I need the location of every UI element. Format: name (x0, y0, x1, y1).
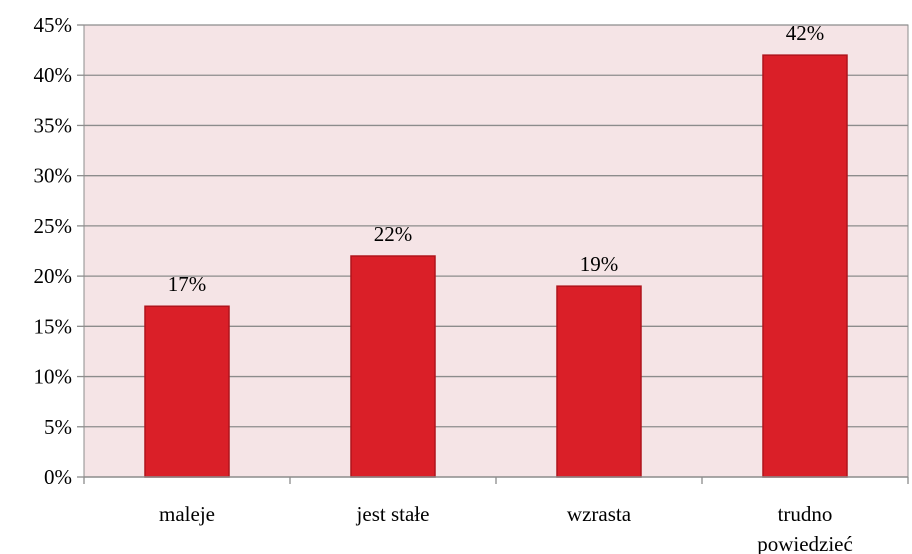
y-axis-ticks: 0% 5% 10% 15% 20% 25% 30% 35% 40% 45% (34, 13, 84, 489)
y-tick-label: 10% (34, 365, 73, 389)
x-tick-label: trudno powiedzieć (757, 502, 853, 554)
bar-2 (350, 255, 436, 478)
y-tick-label: 30% (34, 164, 73, 188)
x-tick-label-line: jest stałe (356, 502, 430, 526)
data-labels: 17% 22% 19% 42% (168, 21, 825, 296)
bar-1 (144, 305, 230, 478)
bars (144, 54, 848, 478)
x-tick-label-line: powiedzieć (757, 532, 853, 554)
x-tick-label: wzrasta (567, 502, 632, 526)
x-tick-label-line: wzrasta (567, 502, 632, 526)
bar-value-label: 19% (580, 252, 619, 276)
bar-4 (762, 54, 848, 478)
x-axis: maleje jest stałe wzrasta trudno powiedzieć (83, 476, 909, 554)
y-tick-label: 20% (34, 264, 73, 288)
x-tick-label: jest stałe (356, 502, 430, 526)
bar-value-label: 42% (786, 21, 825, 45)
bar-value-label: 17% (168, 272, 207, 296)
y-tick-label: 25% (34, 214, 73, 238)
y-tick-label: 5% (44, 415, 72, 439)
y-tick-label: 40% (34, 63, 73, 87)
x-tick-label: maleje (159, 502, 215, 526)
y-tick-label: 35% (34, 113, 73, 137)
y-tick-label: 45% (34, 13, 73, 37)
bar-3 (556, 285, 642, 478)
y-tick-label: 15% (34, 314, 73, 338)
y-tick-label: 0% (44, 465, 72, 489)
x-tick-label-line: maleje (159, 502, 215, 526)
bar-value-label: 22% (374, 222, 413, 246)
x-tick-label-line: trudno (778, 502, 833, 526)
